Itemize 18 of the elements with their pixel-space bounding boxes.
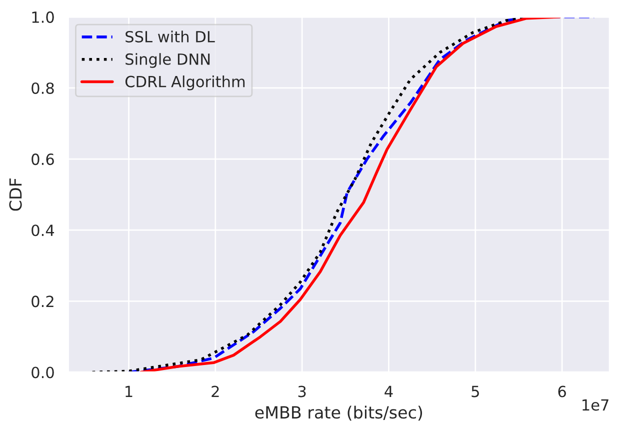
x-tick-label: 6 <box>558 386 566 398</box>
y-tick-label: 0.6 <box>32 154 54 166</box>
y-tick-label: 0.2 <box>32 296 54 308</box>
x-tick-label: 5 <box>472 386 479 398</box>
x-tick-label: 1 <box>126 386 132 398</box>
legend-label: Single DNN <box>126 53 210 68</box>
legend-label: SSL with DL <box>126 30 215 42</box>
y-tick-label: 1.0 <box>32 11 54 23</box>
x-tick-label: 2 <box>212 386 219 398</box>
y-tick-label: 0.4 <box>32 224 54 236</box>
x-tick-label: 3 <box>298 386 306 398</box>
y-tick-label: 0.0 <box>32 366 54 378</box>
text: 1e7 <box>582 399 608 411</box>
y-axis-title: CDF <box>9 178 22 211</box>
legend-label: CDRL Algorithm <box>125 76 245 90</box>
x-axis-title: eMBB rate (bits/sec) <box>255 406 422 421</box>
y-tick-label: 0.8 <box>32 82 54 94</box>
x-tick-label: 4 <box>384 386 393 398</box>
